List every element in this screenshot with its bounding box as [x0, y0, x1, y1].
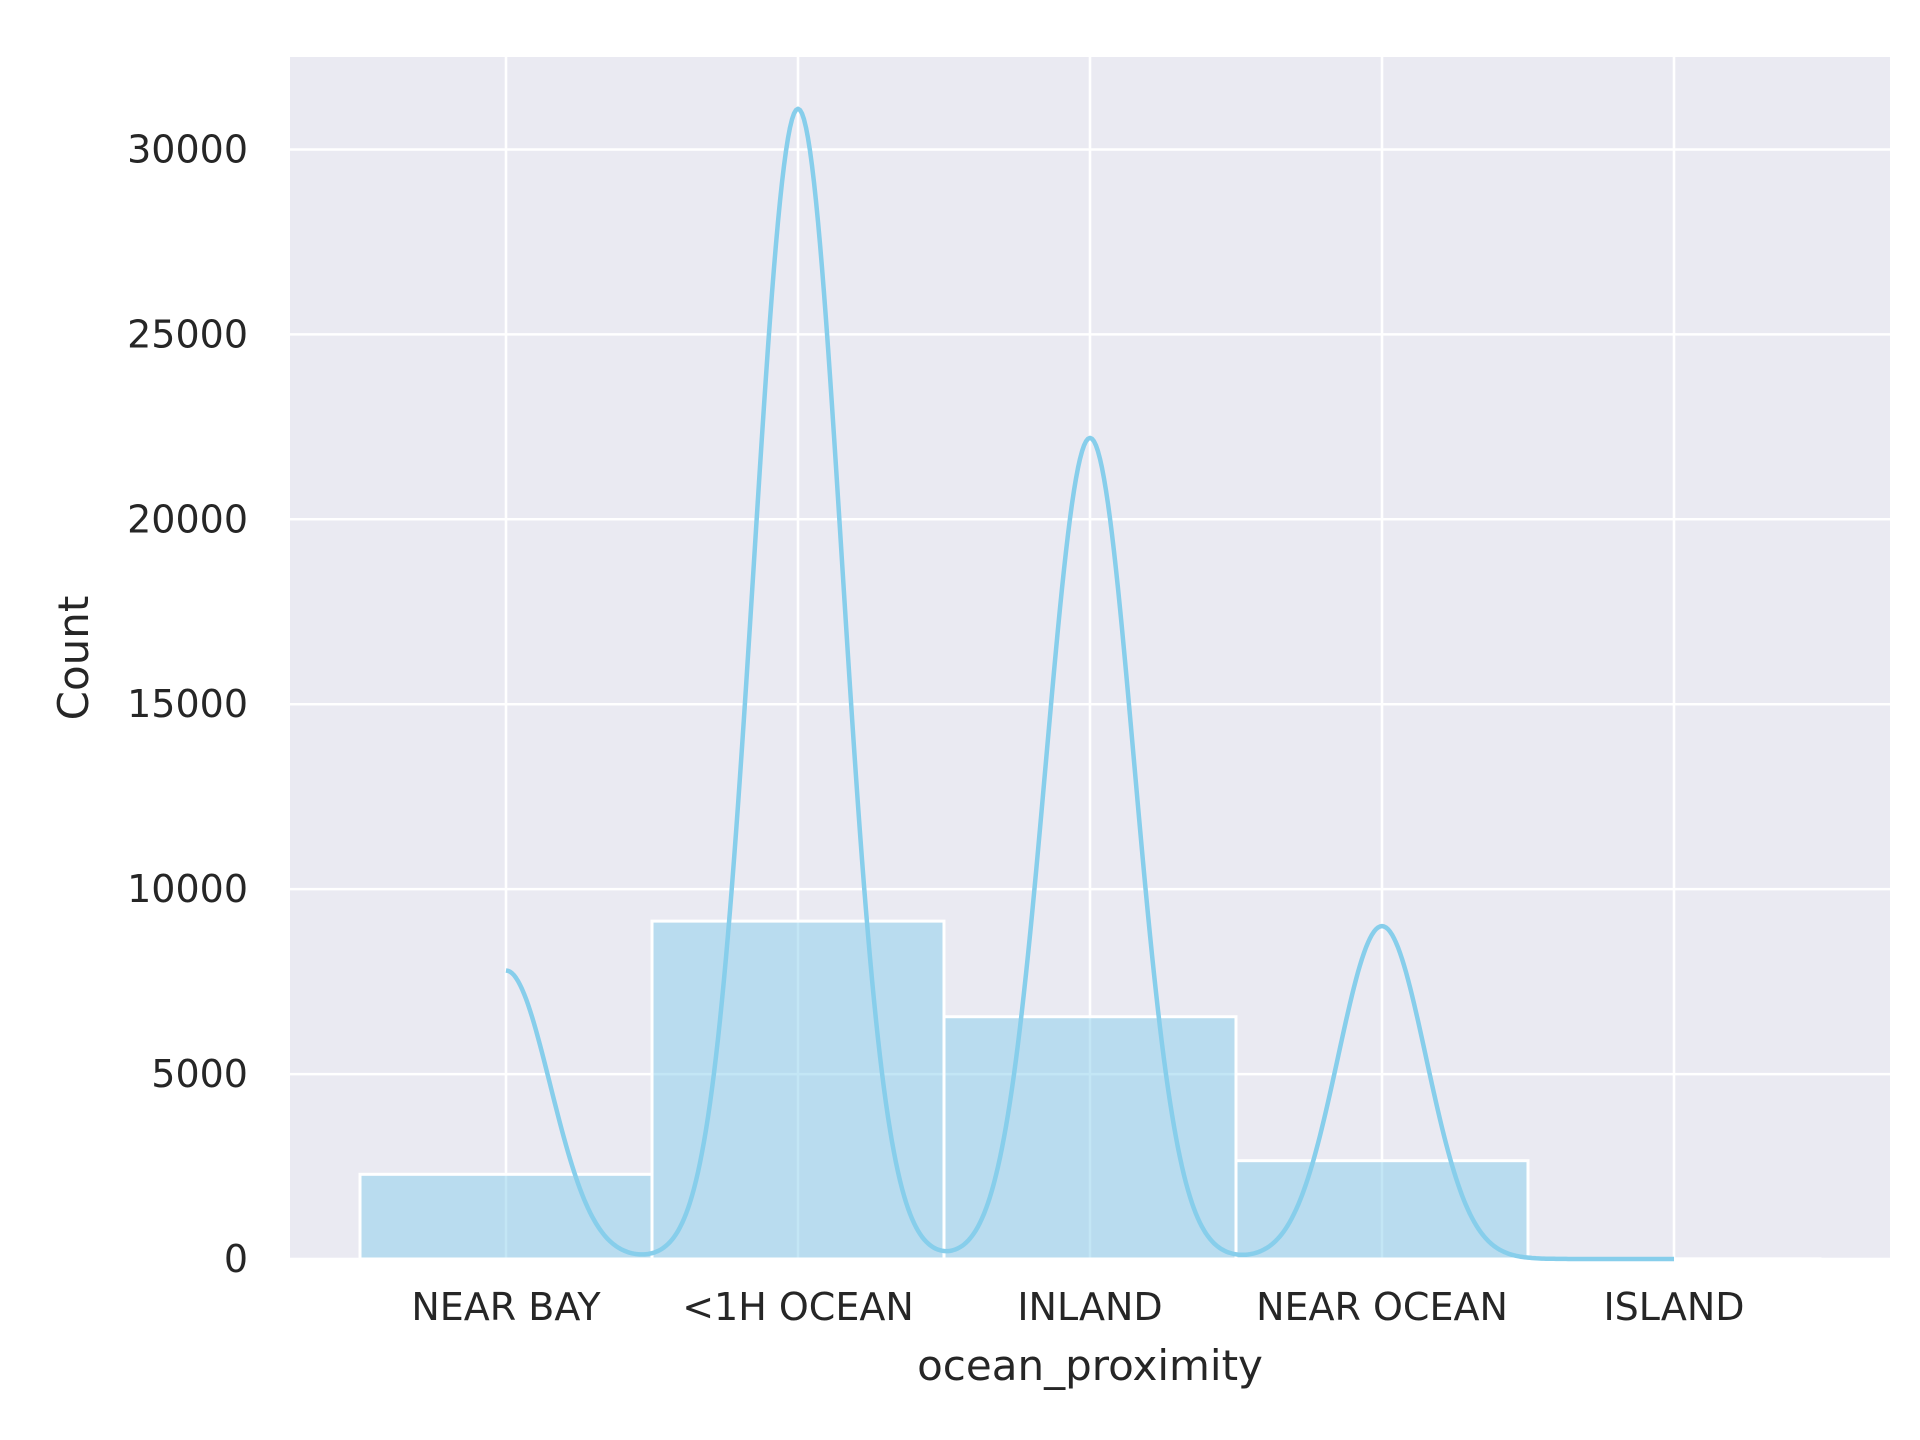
bar [650, 919, 946, 1261]
bars [358, 919, 1822, 1261]
y-tick-label: 15000 [127, 682, 248, 726]
x-tick-label: NEAR OCEAN [1256, 1285, 1508, 1329]
x-tick-label: NEAR BAY [411, 1285, 601, 1329]
y-tick-label: 30000 [127, 127, 248, 171]
kde-curve [505, 106, 1675, 1262]
y-tick-label: 5000 [151, 1052, 248, 1096]
x-tick-label: INLAND [1017, 1285, 1162, 1329]
y-tick-label: 25000 [127, 312, 248, 356]
y-axis-label: Count [49, 596, 98, 721]
x-tick-label: <1H OCEAN [682, 1285, 914, 1329]
y-tick-label: 10000 [127, 867, 248, 911]
x-axis-label: ocean_proximity [917, 1341, 1263, 1390]
x-tick-label: ISLAND [1603, 1285, 1744, 1329]
bar [942, 1015, 1238, 1261]
bar [358, 1172, 654, 1261]
y-tick-label: 0 [224, 1237, 248, 1281]
x-axis-ticks: NEAR BAY <1H OCEAN INLAND NEAR OCEAN ISLAND [411, 1285, 1744, 1329]
bar [1234, 1159, 1530, 1261]
y-tick-label: 20000 [127, 497, 248, 541]
y-axis-ticks: 0 5000 10000 15000 20000 25000 30000 [127, 127, 248, 1281]
